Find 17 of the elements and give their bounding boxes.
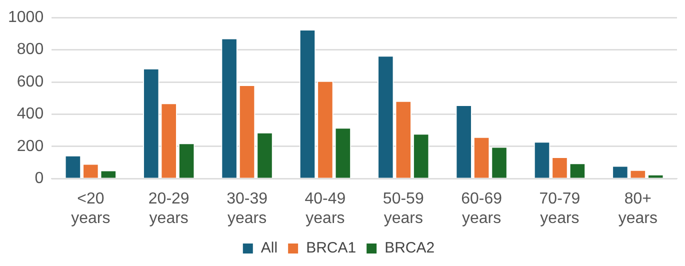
x-tick-label: 60-69 years: [461, 190, 502, 227]
y-tick-label: 800: [16, 41, 44, 58]
x-tick-label: 70-79 years: [539, 190, 580, 227]
y-tick-label: 0: [34, 170, 44, 188]
y-tick-label: 600: [16, 73, 44, 90]
legend-label: All: [260, 240, 278, 257]
y-tick-label: 1000: [8, 9, 44, 26]
legend-label: BRCA1: [306, 240, 356, 257]
x-tick-label: 40-49 years: [304, 190, 346, 227]
legend-label: BRCA2: [384, 240, 435, 257]
x-tick-label: 30-39 years: [226, 190, 268, 227]
x-tick-label: <20 years: [71, 190, 110, 227]
x-tick-label: 50-59 years: [382, 190, 424, 227]
x-tick-label: 20-29 years: [148, 190, 190, 227]
y-tick-label: 200: [16, 138, 44, 155]
y-tick-label: 400: [16, 106, 44, 123]
x-tick-label: 80+ years: [618, 190, 658, 227]
